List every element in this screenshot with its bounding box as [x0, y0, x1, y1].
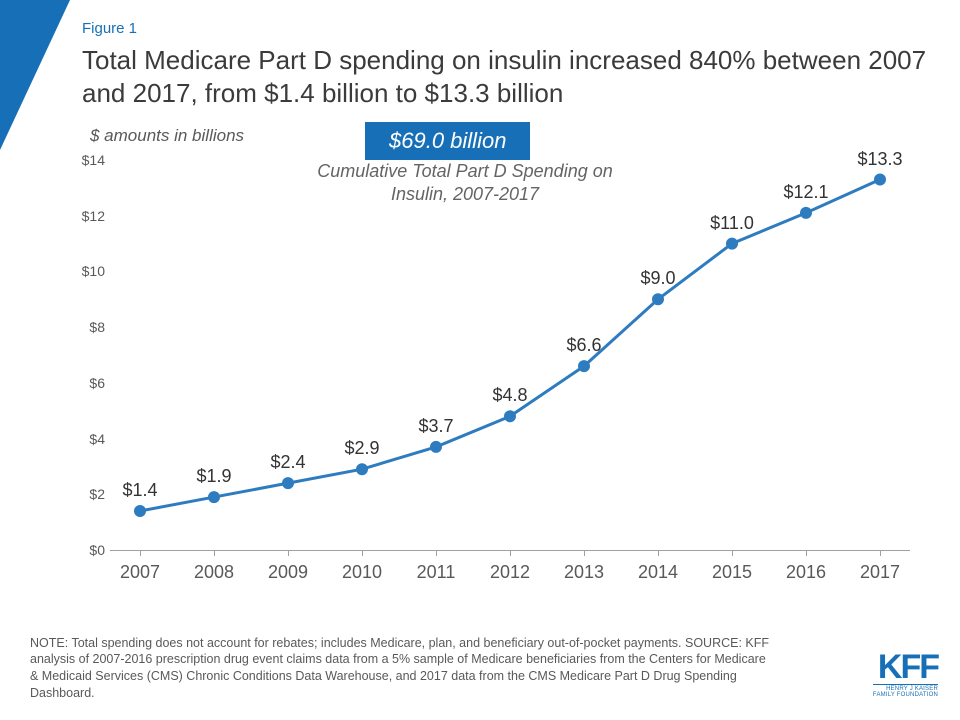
data-point-label: $1.4 — [122, 480, 157, 501]
kff-logo-text: KFF — [873, 652, 938, 683]
x-tick-label: 2009 — [268, 562, 308, 583]
x-tick-label: 2015 — [712, 562, 752, 583]
x-tick-label: 2010 — [342, 562, 382, 583]
footnote: NOTE: Total spending does not account fo… — [30, 635, 770, 703]
y-tick-label: $6 — [60, 375, 105, 391]
chart-area: $0 $2 $4 $6 $8 $10 $12 $14 2007 2008 2009 2010 2011 2… — [60, 150, 930, 590]
figure-label: Figure 1 — [82, 20, 137, 37]
y-tick-label: $8 — [60, 319, 105, 335]
x-tick — [658, 550, 659, 556]
data-point — [208, 491, 220, 503]
y-tick-label: $4 — [60, 431, 105, 447]
x-tick — [214, 550, 215, 556]
x-tick-label: 2017 — [860, 562, 900, 583]
data-point — [430, 441, 442, 453]
x-tick-label: 2008 — [194, 562, 234, 583]
data-point — [504, 410, 516, 422]
x-tick — [362, 550, 363, 556]
data-point-label: $11.0 — [710, 213, 754, 234]
data-point-label: $2.4 — [270, 452, 305, 473]
x-tick-label: 2007 — [120, 562, 160, 583]
data-point-label: $2.9 — [344, 438, 379, 459]
corner-triangle — [0, 0, 70, 150]
data-point-label: $1.9 — [196, 466, 231, 487]
y-tick-label: $0 — [60, 542, 105, 558]
chart-title: Total Medicare Part D spending on insuli… — [82, 44, 930, 109]
trend-line — [140, 180, 880, 512]
x-tick — [880, 550, 881, 556]
plot-region — [110, 160, 910, 550]
x-tick — [140, 550, 141, 556]
data-point — [356, 463, 368, 475]
x-tick-label: 2014 — [638, 562, 678, 583]
x-tick-label: 2011 — [417, 562, 456, 583]
data-point-label: $9.0 — [640, 268, 675, 289]
x-tick — [806, 550, 807, 556]
x-tick-label: 2013 — [564, 562, 604, 583]
y-tick-label: $10 — [60, 263, 105, 279]
x-tick — [510, 550, 511, 556]
data-point — [652, 293, 664, 305]
data-point — [726, 238, 738, 250]
data-point — [874, 174, 886, 186]
data-point — [800, 207, 812, 219]
y-axis-unit-note: $ amounts in billions — [90, 126, 244, 146]
data-point — [578, 360, 590, 372]
x-tick — [584, 550, 585, 556]
x-tick-label: 2016 — [786, 562, 826, 583]
x-tick — [436, 550, 437, 556]
y-tick-label: $14 — [60, 152, 105, 168]
data-point — [282, 477, 294, 489]
data-point-label: $3.7 — [418, 416, 453, 437]
data-point-label: $6.6 — [566, 335, 601, 356]
x-tick — [288, 550, 289, 556]
data-point-label: $4.8 — [492, 385, 527, 406]
data-point — [134, 505, 146, 517]
y-tick-label: $12 — [60, 208, 105, 224]
kff-logo: KFF HENRY J KAISERFAMILY FOUNDATION — [873, 652, 938, 698]
x-tick — [732, 550, 733, 556]
y-tick-label: $2 — [60, 486, 105, 502]
line-chart-svg — [110, 160, 910, 550]
x-tick-label: 2012 — [490, 562, 530, 583]
data-point-label: $13.3 — [857, 149, 902, 170]
data-point-label: $12.1 — [783, 182, 828, 203]
kff-logo-subtext: HENRY J KAISERFAMILY FOUNDATION — [873, 684, 938, 698]
